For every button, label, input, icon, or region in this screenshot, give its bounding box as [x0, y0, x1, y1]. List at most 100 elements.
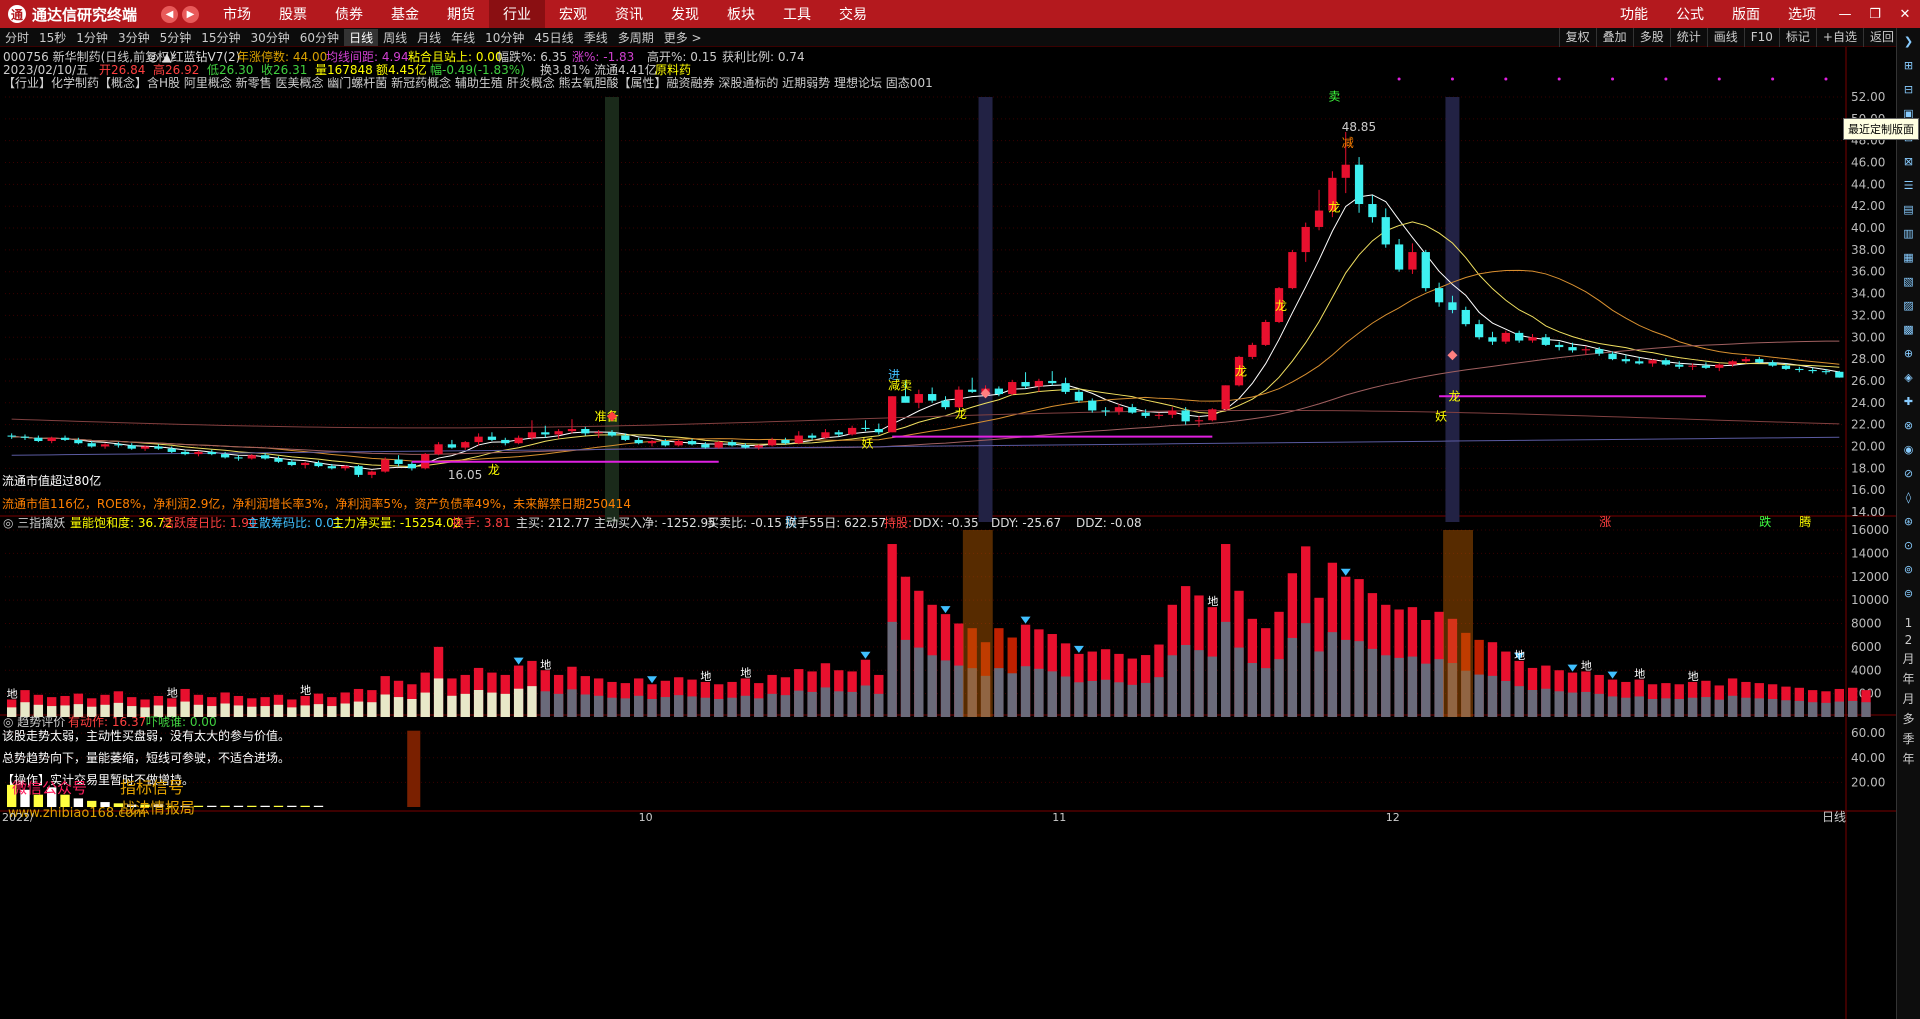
volume-bar-base: [1180, 645, 1191, 717]
tool-button-5[interactable]: F10: [1743, 28, 1779, 47]
sidebar-tool-icon[interactable]: ⊘: [1903, 466, 1914, 480]
tool-button-4[interactable]: 画线: [1706, 28, 1744, 47]
menu-right-item-2[interactable]: 版面: [1732, 7, 1760, 23]
tool-button-7[interactable]: +自选: [1815, 28, 1863, 47]
close-icon[interactable]: ✕: [1899, 6, 1911, 22]
sidebar-period-0[interactable]: 1: [1904, 616, 1913, 630]
period-tab-6[interactable]: 30分钟: [250, 30, 290, 45]
tool-button-0[interactable]: 复权: [1558, 28, 1596, 47]
period-tab-5[interactable]: 15分钟: [201, 30, 241, 45]
sidebar-tool-icon[interactable]: ◊: [1905, 490, 1912, 504]
tool-button-8[interactable]: 返回: [1862, 28, 1900, 47]
sidebar-tool-icon[interactable]: ⊕: [1903, 346, 1914, 360]
candle: [554, 431, 563, 435]
volume-diamond: [1020, 616, 1031, 624]
candle: [1835, 371, 1844, 378]
label-teng: 腾: [1799, 514, 1811, 529]
sub2-stat-0: 有动作: 16.37: [68, 715, 146, 729]
sidebar-tool-icon[interactable]: ◈: [1904, 370, 1913, 384]
period-tab-14[interactable]: 季线: [583, 30, 608, 45]
volume-bar-base: [914, 647, 924, 717]
maximize-icon[interactable]: ❐: [1869, 6, 1881, 22]
period-tab-10[interactable]: 月线: [417, 30, 442, 45]
sidebar-tool-icon[interactable]: ⊞: [1903, 58, 1914, 72]
candle: [154, 446, 163, 449]
sidebar-period-3[interactable]: 年: [1902, 672, 1915, 686]
sidebar-tool-icon[interactable]: ▧: [1903, 274, 1914, 288]
period-tab-13[interactable]: 45日线: [534, 30, 574, 45]
sidebar-tool-icon[interactable]: ✚: [1903, 394, 1914, 408]
back-icon[interactable]: ◀: [161, 5, 179, 23]
sidebar-tool-icon[interactable]: ▤: [1903, 202, 1914, 216]
menu-item-7[interactable]: 资讯: [615, 7, 644, 23]
volume-bar-base: [167, 706, 177, 717]
sidebar-expand-icon[interactable]: ❯: [1903, 34, 1914, 48]
menu-item-2[interactable]: 债券: [335, 7, 364, 23]
sidebar-tool-icon[interactable]: ◉: [1903, 442, 1914, 456]
sidebar-tool-icon[interactable]: ▦: [1903, 250, 1914, 264]
sidebar-tool-icon[interactable]: ▣: [1903, 106, 1914, 120]
menu-item-0[interactable]: 市场: [223, 7, 252, 23]
tool-button-2[interactable]: 多股: [1632, 28, 1670, 47]
period-tab-12[interactable]: 10分钟: [485, 30, 525, 45]
period-tab-9[interactable]: 周线: [383, 30, 408, 45]
sidebar-tool-icon[interactable]: ⊜: [1903, 586, 1914, 600]
sidebar-tool-icon[interactable]: ⊛: [1903, 514, 1914, 528]
sidebar-period-6[interactable]: 季: [1902, 732, 1915, 746]
sidebar-tool-icon[interactable]: ⊚: [1903, 562, 1914, 576]
sidebar-tool-icon[interactable]: ⊠: [1903, 154, 1914, 168]
minimize-icon[interactable]: —: [1838, 6, 1852, 22]
volume-bar-base: [487, 692, 497, 717]
period-tab-8[interactable]: 日线: [344, 28, 379, 46]
candle: [1474, 324, 1484, 338]
menu-item-1[interactable]: 股票: [279, 7, 308, 23]
period-tab-15[interactable]: 多周期: [617, 30, 654, 45]
sidebar-tool-icon[interactable]: ▨: [1903, 298, 1914, 312]
menu-item-8[interactable]: 发现: [671, 7, 700, 23]
menu-item-9[interactable]: 板块: [727, 7, 756, 23]
menu-item-3[interactable]: 基金: [391, 7, 420, 23]
menu-right-item-3[interactable]: 选项: [1788, 7, 1816, 23]
candle: [1421, 252, 1430, 289]
sidebar-tool-icon[interactable]: ▩: [1903, 322, 1914, 336]
menu-right-item-0[interactable]: 功能: [1620, 7, 1648, 23]
volume-bar-base: [780, 695, 791, 717]
period-tab-11[interactable]: 年线: [451, 30, 476, 45]
sidebar-tool-icon[interactable]: ☰: [1903, 178, 1914, 192]
sidebar-tool-icon[interactable]: ⊙: [1903, 538, 1914, 552]
sidebar-tool-icon[interactable]: ⊟: [1903, 82, 1914, 96]
candle: [1034, 380, 1044, 387]
period-tab-3[interactable]: 3分钟: [117, 30, 150, 45]
label-dragon: 龙: [955, 407, 967, 421]
period-tab-7[interactable]: 60分钟: [299, 30, 340, 45]
menu-item-11[interactable]: 交易: [839, 7, 868, 23]
menu-item-6[interactable]: 宏观: [559, 7, 588, 23]
menu-item-10[interactable]: 工具: [783, 7, 812, 23]
volume-bar-base: [220, 703, 230, 717]
nav-buttons: ◀ ▶: [161, 5, 200, 23]
sidebar-period-1[interactable]: 2: [1904, 633, 1913, 647]
tool-button-6[interactable]: 标记: [1778, 28, 1816, 47]
tool-button-3[interactable]: 统计: [1669, 28, 1707, 47]
period-tab-1[interactable]: 15秒: [39, 30, 67, 45]
sidebar-tool-icon[interactable]: ▥: [1903, 226, 1914, 240]
sidebar-period-5[interactable]: 多: [1902, 712, 1915, 726]
sidebar-period-4[interactable]: 月: [1902, 692, 1915, 706]
period-tab-4[interactable]: 5分钟: [159, 30, 192, 45]
period-tab-2[interactable]: 1分钟: [76, 30, 108, 45]
volume-marker: 地: [167, 686, 178, 699]
sidebar-period-2[interactable]: 月: [1902, 652, 1915, 666]
sidebar-period-7[interactable]: 年: [1902, 752, 1915, 766]
sidebar-tool-icon[interactable]: ⊗: [1903, 418, 1914, 432]
candle: [1741, 359, 1751, 362]
volume-bar-base: [860, 685, 871, 717]
menu-right-item-1[interactable]: 公式: [1676, 7, 1704, 23]
chart-area[interactable]: 52.0050.0048.0046.0044.0042.0040.0038.00…: [0, 47, 1896, 1019]
period-tab-0[interactable]: 分时: [5, 30, 30, 45]
tool-button-1[interactable]: 叠加: [1595, 28, 1633, 47]
menu-item-4[interactable]: 期货: [447, 7, 476, 23]
forward-icon[interactable]: ▶: [182, 5, 200, 23]
period-tab-16[interactable]: 更多 >: [663, 30, 702, 45]
menu-item-5[interactable]: 行业: [489, 0, 546, 28]
ma20-line: [11, 269, 1840, 462]
